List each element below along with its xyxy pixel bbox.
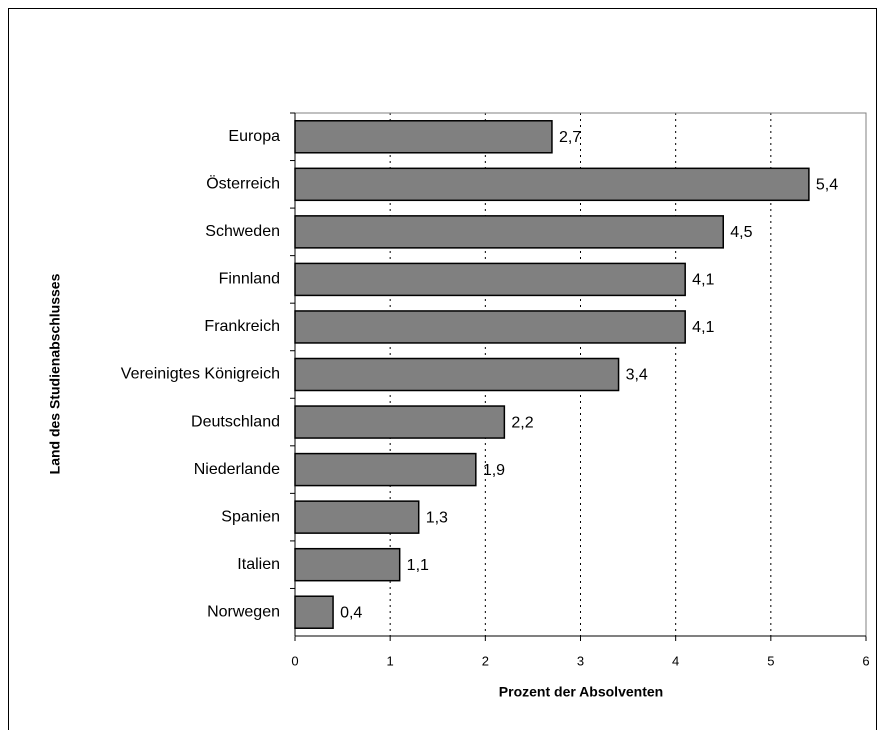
value-label: 0,4	[340, 604, 362, 621]
y-tick-label: Europa	[228, 128, 280, 145]
value-label: 1,3	[426, 509, 448, 526]
y-axis-label: Land des Studienabschlusses	[47, 273, 63, 474]
bar	[294, 310, 686, 344]
y-tick-label: Vereinigtes Königreich	[121, 366, 280, 383]
x-tick-label: 1	[387, 653, 394, 668]
bar	[294, 120, 553, 154]
y-tick-label: Italien	[237, 556, 280, 573]
value-label: 5,4	[816, 177, 838, 194]
bar	[294, 215, 724, 249]
value-label: 4,5	[730, 224, 752, 241]
value-label: 4,1	[692, 272, 714, 289]
bar	[294, 357, 620, 392]
x-axis-label: Prozent der Absolventen	[499, 684, 663, 700]
y-tick-label: Deutschland	[191, 413, 280, 430]
bar	[294, 167, 810, 202]
bar	[294, 405, 506, 439]
bar	[294, 500, 420, 534]
x-tick-label: 4	[672, 653, 679, 668]
value-label: 1,9	[483, 462, 505, 479]
value-label: 2,7	[559, 129, 581, 146]
value-label: 3,4	[626, 367, 648, 384]
value-label: 2,2	[511, 414, 533, 431]
x-tick-label: 3	[577, 653, 584, 668]
y-tick-label: Österreich	[206, 175, 280, 193]
y-tick-label: Frankreich	[204, 318, 280, 335]
value-label: 1,1	[407, 557, 429, 574]
y-tick-label: Norwegen	[207, 603, 280, 620]
y-tick-label: Spanien	[221, 508, 280, 525]
x-tick-label: 5	[767, 653, 774, 668]
x-tick-label: 6	[862, 653, 869, 668]
x-tick-label: 2	[482, 653, 489, 668]
x-tick-label: 0	[291, 653, 298, 668]
bar	[294, 595, 334, 629]
y-tick-label: Finnland	[219, 271, 280, 288]
value-label: 4,1	[692, 319, 714, 336]
bar	[294, 262, 686, 297]
bar	[294, 452, 477, 487]
bar	[294, 547, 401, 582]
y-tick-label: Niederlande	[194, 461, 280, 478]
frame	[8, 8, 877, 730]
y-tick-label: Schweden	[205, 223, 280, 240]
